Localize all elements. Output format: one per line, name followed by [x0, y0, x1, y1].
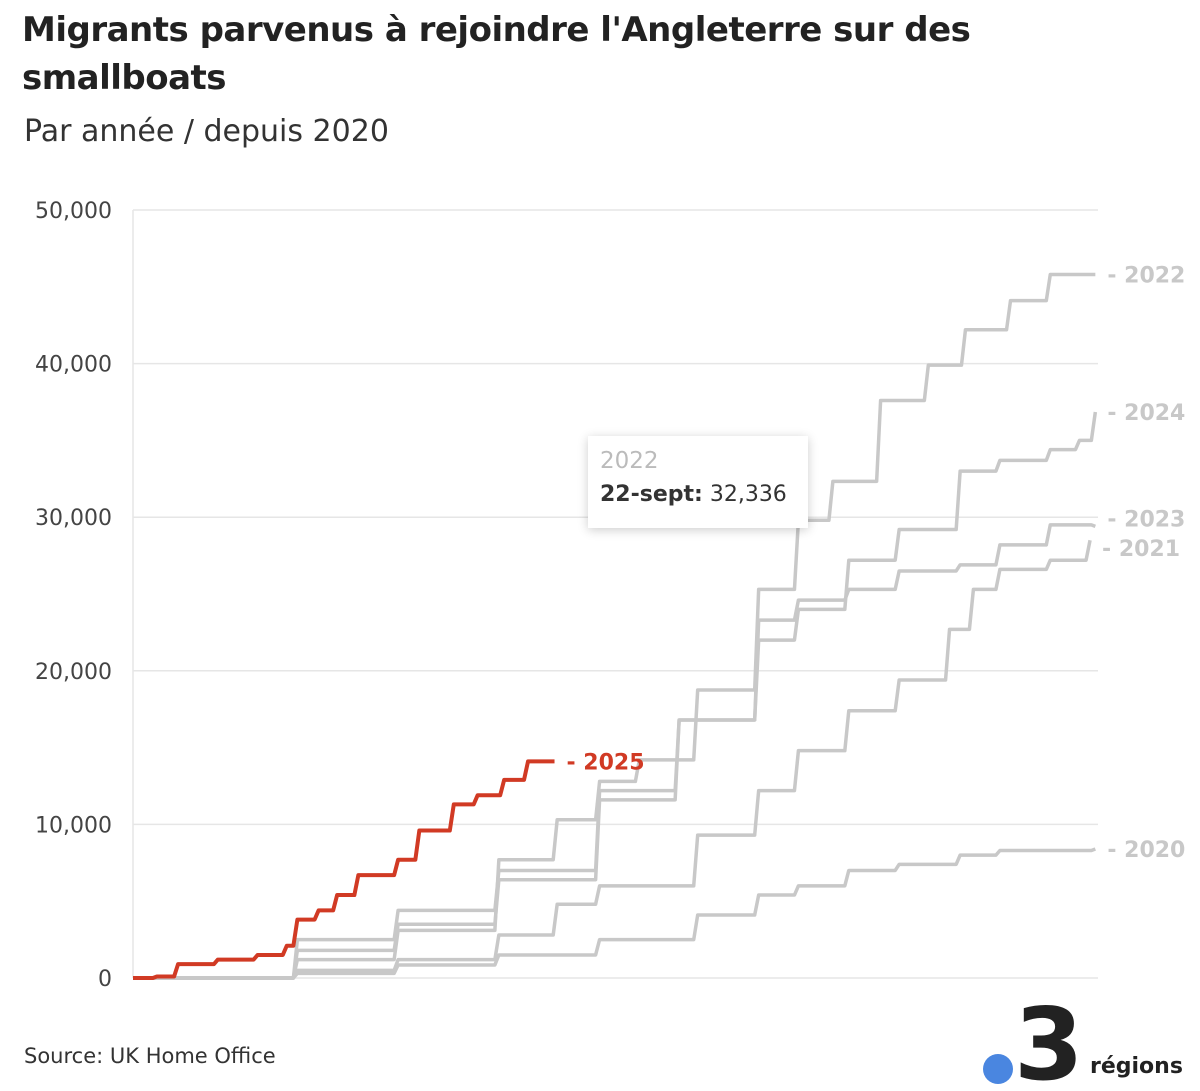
series-line-2020	[133, 847, 1096, 980]
y-tick-label: 40,000	[35, 353, 112, 378]
series-line-2021	[133, 539, 1092, 980]
chart-title: Migrants parvenus à rejoindre l'Angleter…	[22, 10, 971, 98]
series-label-2024: - 2024	[1107, 401, 1185, 426]
series-line-2024	[133, 411, 1098, 980]
tooltip: 2022 22-sept: 32,336	[588, 436, 808, 528]
tooltip-series: 2022	[600, 448, 659, 474]
series-label-2021: - 2021	[1102, 537, 1180, 562]
y-tick-label: 0	[98, 967, 112, 992]
tooltip-value: 32,336	[709, 482, 787, 507]
source-note: Source: UK Home Office	[24, 1044, 276, 1068]
france3-regions-logo: 3 régions	[980, 990, 1195, 1091]
y-tick-label: 10,000	[35, 813, 112, 838]
series-label-2020: - 2020	[1107, 838, 1185, 863]
logo-dot-icon	[983, 1054, 1013, 1084]
tooltip-date: 22-sept:	[600, 482, 703, 507]
series-label-2022: - 2022	[1107, 264, 1185, 289]
series-line-2023	[133, 523, 1096, 980]
y-tick-label: 30,000	[35, 506, 112, 531]
y-tick-label: 20,000	[35, 660, 112, 685]
y-tick-label: 50,000	[35, 199, 112, 224]
series-label-2025: - 2025	[567, 750, 645, 775]
logo-number: 3	[1014, 986, 1084, 1091]
logo-word: régions	[1090, 1054, 1183, 1079]
tooltip-value-line: 22-sept: 32,336	[600, 482, 787, 507]
series-label-2023: - 2023	[1107, 507, 1185, 532]
series-line-2022	[133, 272, 1096, 980]
chart-subtitle: Par année / depuis 2020	[24, 114, 389, 149]
series-line-2025	[133, 759, 555, 980]
